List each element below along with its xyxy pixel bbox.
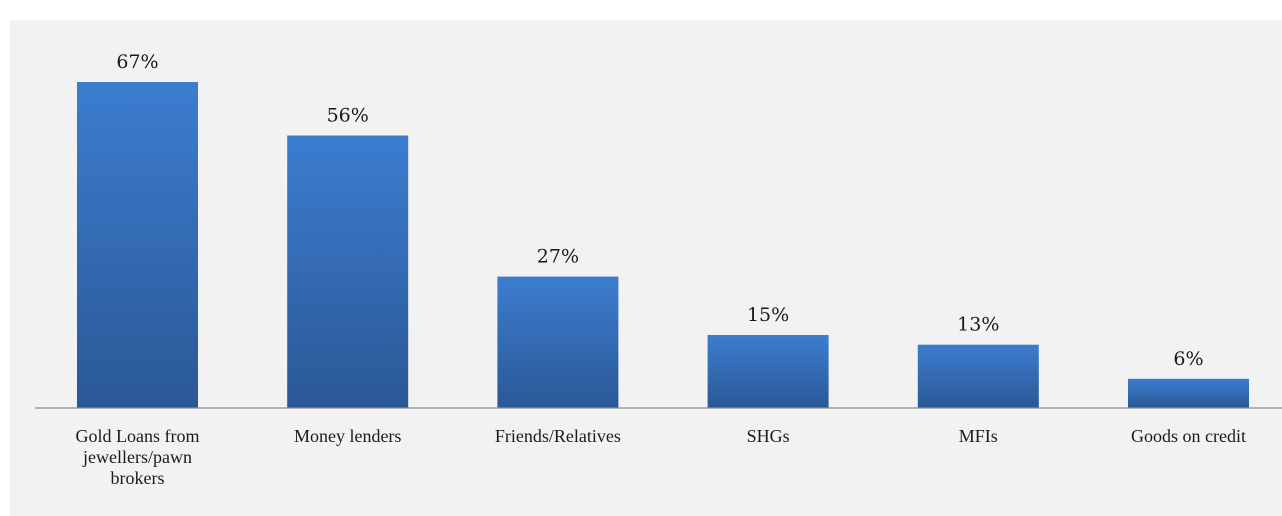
category-label-line: Gold Loans from: [76, 426, 200, 446]
category-label-6: Goods on credit: [1131, 426, 1246, 446]
category-label-line: SHGs: [747, 426, 790, 446]
bar-2: [287, 135, 409, 408]
data-label-3: 27%: [537, 246, 579, 268]
bar-5: [917, 344, 1039, 408]
data-label-4: 15%: [747, 304, 789, 326]
category-label-2: Money lenders: [294, 426, 401, 446]
data-label-5: 13%: [957, 314, 999, 336]
data-labels-group: 67% 56% 27% 15% 13% 6%: [116, 51, 1203, 370]
data-label-6: 6%: [1173, 348, 1203, 370]
data-label-2: 56%: [327, 105, 369, 127]
category-label-5: MFIs: [959, 426, 998, 446]
category-label-line: Friends/Relatives: [495, 426, 621, 446]
category-label-line: Goods on credit: [1131, 426, 1246, 446]
category-labels-group: Gold Loans from jewellers/pawn brokers Mone…: [76, 426, 1246, 488]
bar-4: [707, 335, 829, 408]
chart-background: [10, 20, 1282, 516]
category-label-line: brokers: [111, 468, 165, 488]
bars-group: [77, 82, 1249, 408]
category-label-4: SHGs: [747, 426, 790, 446]
category-label-3: Friends/Relatives: [495, 426, 621, 446]
bar-1: [77, 82, 198, 408]
category-label-line: Money lenders: [294, 426, 401, 446]
data-label-1: 67%: [116, 51, 158, 73]
bar-6: [1128, 378, 1249, 408]
category-label-line: jewellers/pawn: [82, 447, 192, 467]
category-label-line: MFIs: [959, 426, 998, 446]
category-label-1: Gold Loans from jewellers/pawn brokers: [76, 426, 200, 488]
bar-3: [497, 276, 619, 408]
